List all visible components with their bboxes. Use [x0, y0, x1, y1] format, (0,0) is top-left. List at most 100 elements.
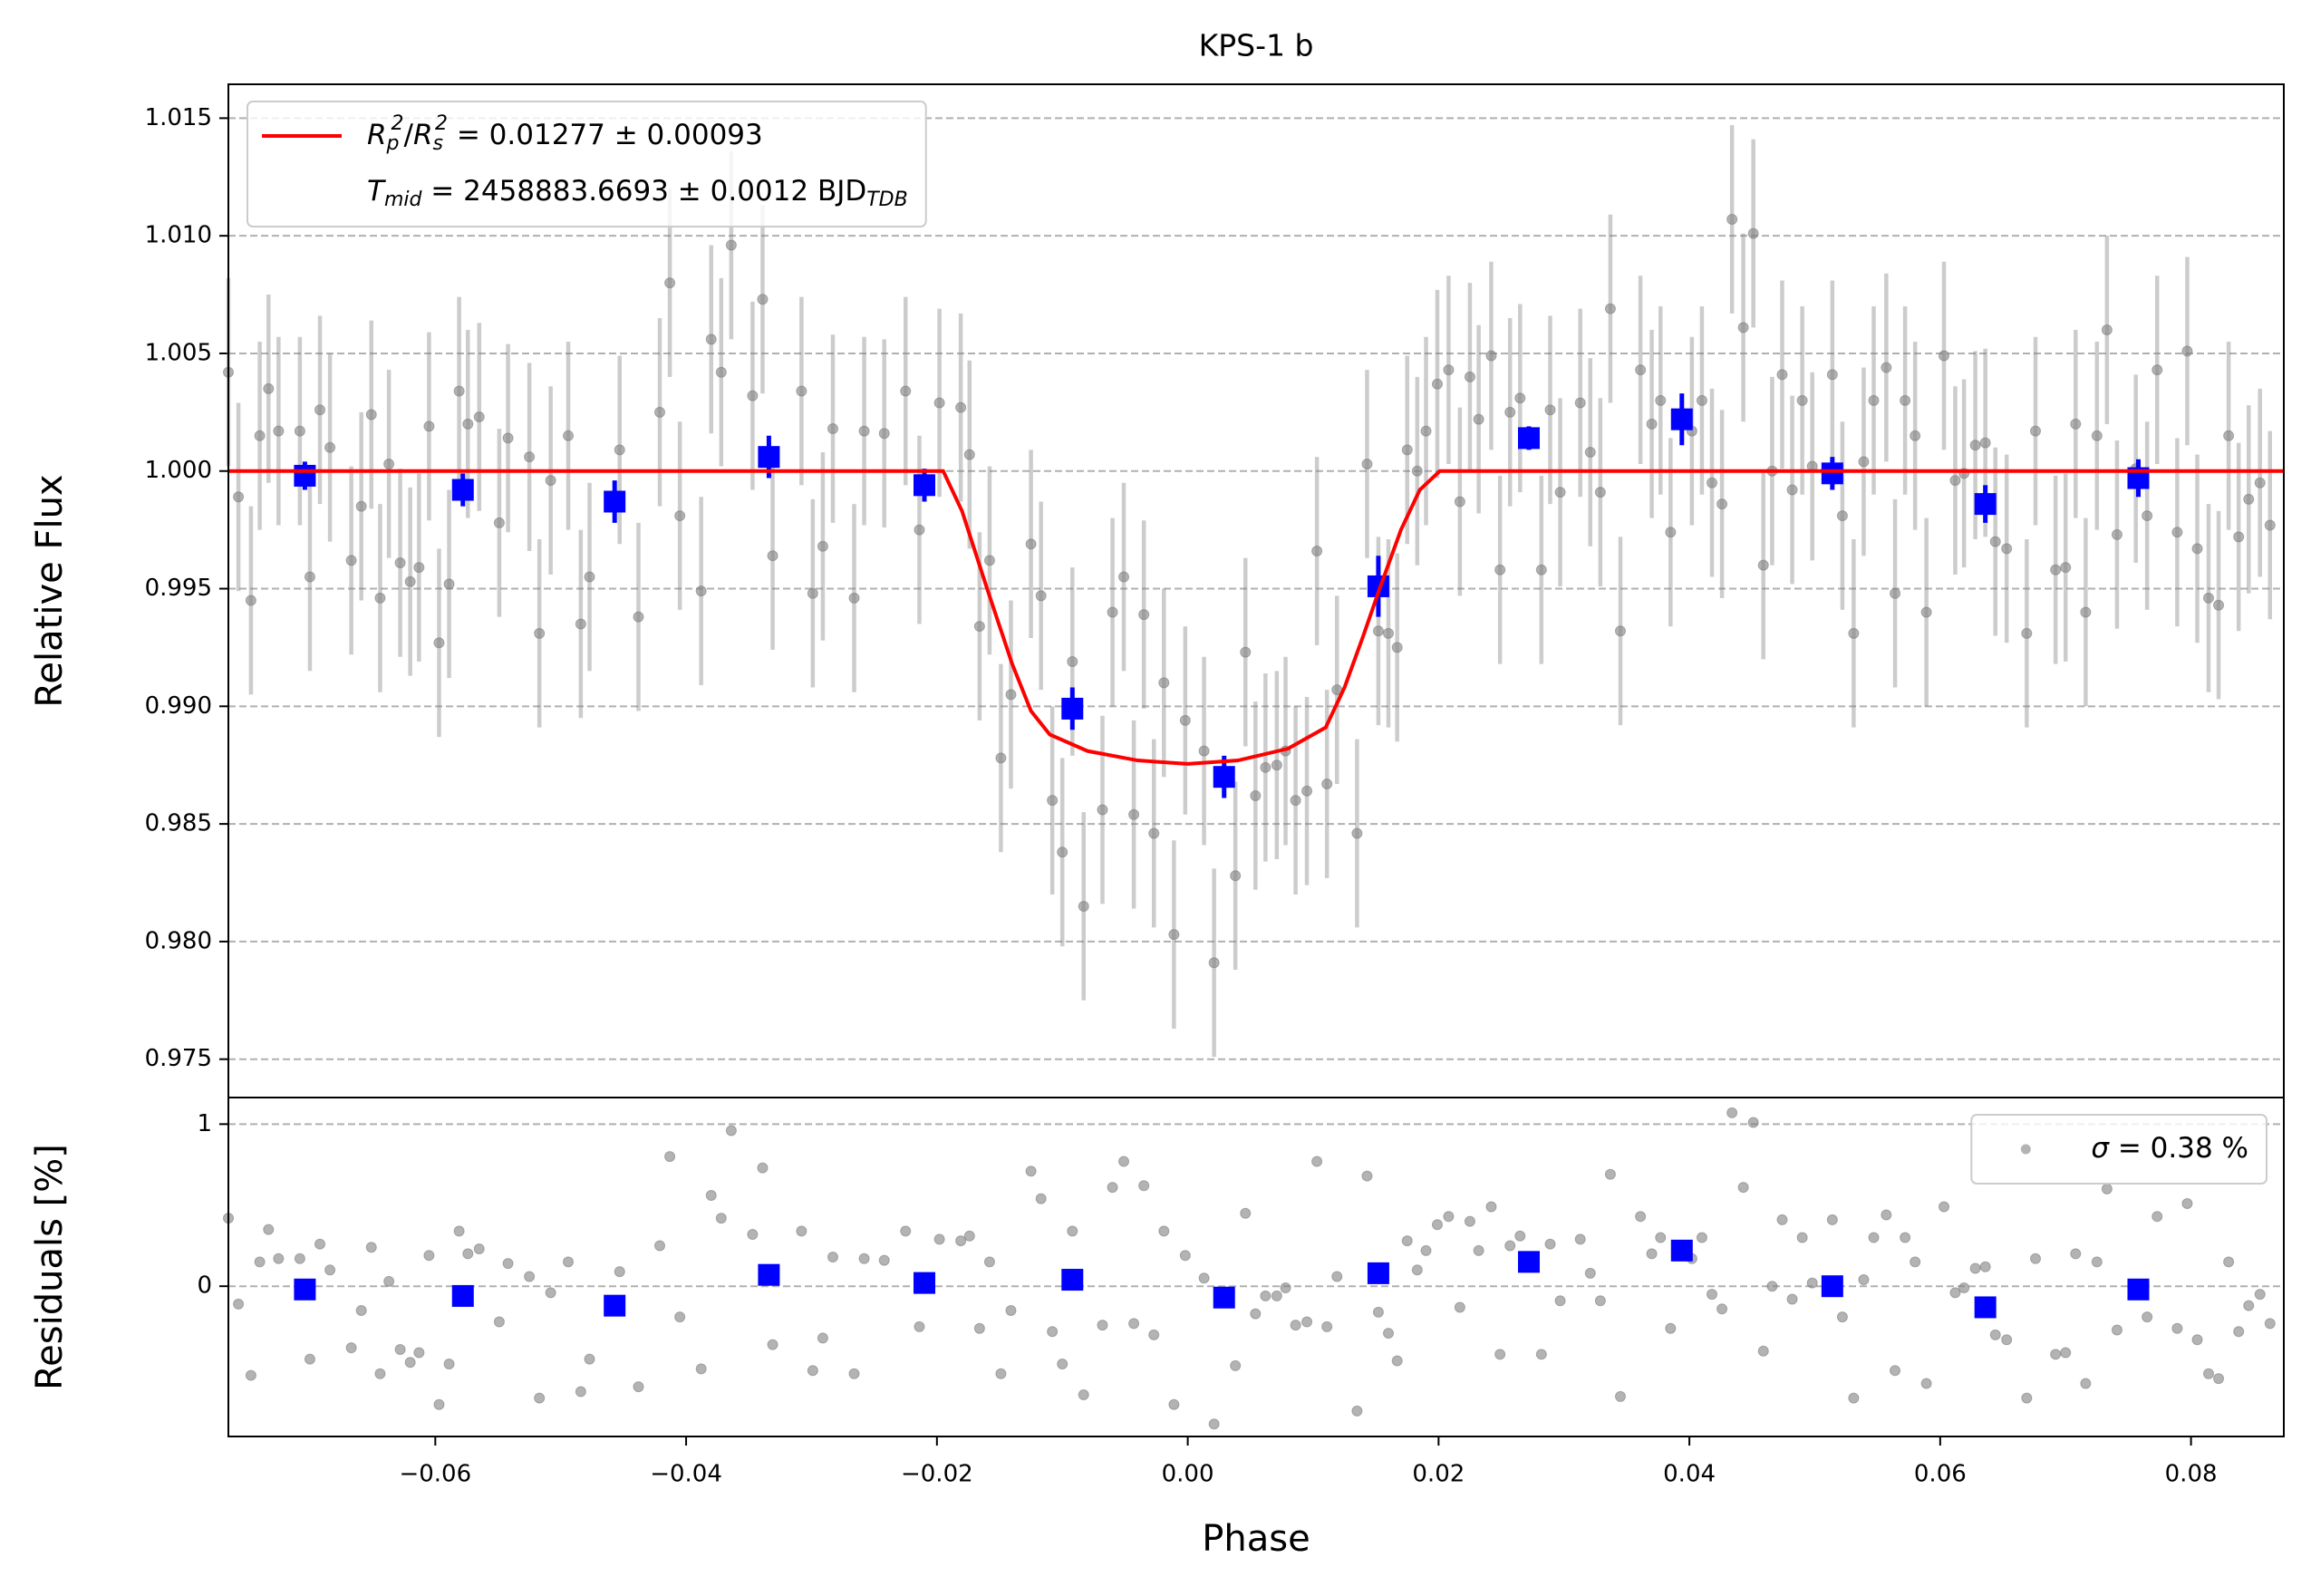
data-point: [725, 239, 737, 251]
data-point: [1696, 1232, 1707, 1243]
legend-text: Tmid = 2458883.6693 ± 0.0012 BJDTDB: [367, 175, 908, 212]
data-point: [1848, 627, 1860, 639]
data-point: [575, 1386, 586, 1398]
data-point: [1411, 1264, 1423, 1276]
axes-frame: [227, 1097, 2285, 1437]
binned-point: [604, 1294, 626, 1317]
y-tick-label: 1: [197, 1110, 212, 1137]
data-point: [1747, 1117, 1759, 1128]
data-point: [1726, 213, 1738, 225]
data-point: [2142, 1311, 2153, 1323]
data-point: [2213, 599, 2225, 611]
data-point: [2001, 1334, 2013, 1346]
data-point: [2213, 1373, 2225, 1385]
data-point: [983, 1256, 995, 1268]
binned-point: [2127, 1278, 2150, 1301]
data-point: [1473, 1244, 1484, 1256]
data-point: [1260, 761, 1272, 773]
data-point: [383, 458, 395, 469]
y-axis-label: Residuals [%]: [29, 1144, 71, 1390]
data-point: [575, 618, 586, 630]
binned-point: [913, 1272, 935, 1294]
data-point: [1372, 1306, 1384, 1318]
legend-text-part: T: [367, 175, 386, 208]
data-point: [2243, 1300, 2255, 1311]
data-point: [1168, 929, 1180, 941]
data-point: [1005, 1305, 1017, 1317]
data-point: [1431, 378, 1443, 390]
data-point: [1290, 1320, 1301, 1331]
data-point: [933, 1233, 945, 1245]
data-point: [245, 595, 256, 606]
data-point: [1107, 606, 1118, 618]
x-axis-label: Phase: [1202, 1518, 1310, 1560]
data-point: [1504, 406, 1516, 418]
data-point: [1635, 364, 1647, 376]
data-point: [2070, 1248, 2082, 1260]
legend-handle: [2020, 1144, 2031, 1155]
data-point: [1969, 440, 1981, 451]
data-point: [374, 592, 386, 604]
data-point: [1035, 590, 1047, 602]
data-point: [1938, 1201, 1949, 1213]
data-point: [674, 1311, 686, 1323]
data-point: [2171, 1322, 2183, 1334]
data-point: [1361, 1170, 1373, 1182]
legend-text-part: mid: [384, 189, 423, 211]
data-point: [2091, 430, 2103, 441]
data-point: [1665, 1322, 1677, 1334]
data-point: [1574, 1233, 1586, 1245]
binned-point: [294, 464, 316, 487]
data-point: [1240, 646, 1252, 658]
data-point: [2080, 606, 2092, 618]
data-point: [493, 1316, 505, 1328]
data-point: [365, 409, 377, 421]
data-point: [1614, 1390, 1626, 1402]
legend-text-part: p: [386, 132, 400, 155]
data-point: [1391, 1355, 1403, 1367]
binned-point: [1213, 766, 1235, 788]
data-point: [817, 1332, 828, 1344]
data-point: [1331, 1271, 1343, 1282]
data-point: [827, 1252, 838, 1262]
binned-point: [1821, 1275, 1843, 1298]
data-point: [1454, 1301, 1465, 1313]
data-point: [1401, 1235, 1413, 1247]
binned-point: [1517, 1251, 1540, 1273]
data-point: [2243, 493, 2255, 505]
data-point: [355, 1305, 367, 1317]
binned-point: [451, 479, 474, 501]
data-point: [1726, 1107, 1738, 1118]
legend-text-part: = 0.38 %: [2109, 1132, 2248, 1165]
data-point: [1067, 1225, 1078, 1237]
data-point: [563, 430, 575, 441]
data-point: [1443, 1211, 1455, 1223]
data-point: [443, 578, 455, 590]
data-point: [1097, 1320, 1108, 1331]
data-point: [2060, 1347, 2072, 1359]
data-point: [1737, 322, 1749, 334]
data-point: [1311, 1156, 1323, 1167]
x-tick-label: −0.04: [650, 1461, 722, 1488]
binned-point: [1517, 427, 1540, 450]
data-point: [1716, 1303, 1728, 1315]
data-point: [1361, 458, 1373, 469]
data-point: [1138, 1180, 1150, 1192]
binned-point: [1670, 408, 1693, 430]
data-point: [1544, 1238, 1556, 1250]
data-point: [1881, 1209, 1892, 1221]
data-point: [664, 277, 676, 289]
data-point: [1604, 303, 1616, 314]
data-point: [345, 555, 357, 566]
data-point: [1979, 1261, 1991, 1272]
data-point: [1646, 1248, 1658, 1260]
data-point: [263, 382, 275, 394]
data-point: [2111, 1324, 2122, 1336]
binned-point: [1367, 1262, 1389, 1284]
data-point: [1280, 1282, 1291, 1293]
data-point: [2030, 1253, 2042, 1264]
data-point: [534, 1392, 546, 1404]
data-point: [614, 444, 625, 456]
binned-point: [451, 1284, 474, 1307]
data-point: [233, 1298, 245, 1310]
